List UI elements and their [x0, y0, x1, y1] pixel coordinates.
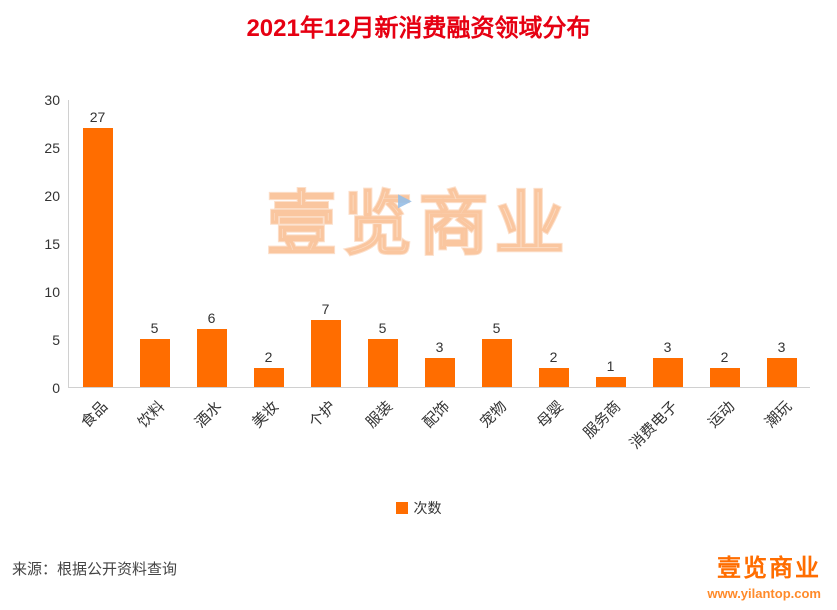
bar-slot: 3	[753, 339, 810, 387]
category-label: 饮料	[134, 398, 168, 432]
bar	[367, 339, 398, 387]
bar-value-label: 3	[435, 339, 444, 356]
bar	[82, 127, 113, 387]
y-axis: 0 5 10 15 20 25 30	[32, 92, 68, 396]
brand-block: 壹览商业 www.yilantop.com	[707, 548, 821, 601]
page-title: 2021年12月新消费融资领域分布	[246, 15, 591, 42]
y-tick-label: 5	[52, 332, 60, 348]
bar-value-label: 5	[492, 320, 501, 336]
bar-slot: 5	[468, 320, 525, 387]
bar-slot: 1	[582, 358, 639, 387]
bar-slot: 2	[240, 349, 297, 387]
y-tick-label: 25	[44, 140, 60, 156]
category-cell: 服装	[353, 388, 410, 470]
bar-slot: 5	[126, 320, 183, 387]
category-cell: 宠物	[468, 388, 525, 470]
plot-row: 0 5 10 15 20 25 30 27 5 6 2 7 5 3 5 2 1 3 2 3	[32, 92, 810, 396]
category-cell: 消费电子	[627, 388, 696, 470]
y-tick-label: 15	[44, 236, 60, 252]
bar-value-label: 7	[321, 300, 330, 317]
category-label: 服装	[362, 398, 397, 432]
bar	[481, 339, 512, 387]
category-label: 食品	[77, 398, 111, 432]
bar-value-label: 5	[378, 320, 387, 336]
category-cell: 美妆	[239, 388, 296, 470]
category-label: 潮玩	[762, 398, 796, 432]
category-cell: 运动	[696, 388, 753, 470]
category-cell: 潮玩	[753, 388, 810, 470]
y-tick-label: 10	[44, 284, 60, 300]
bar-slot: 2	[525, 349, 582, 387]
bar-slot: 6	[183, 310, 240, 387]
bar-value-label: 2	[264, 348, 273, 365]
bar-value-label: 2	[549, 348, 558, 365]
bar	[196, 329, 227, 387]
y-tick-label: 30	[44, 92, 60, 108]
bar	[595, 377, 626, 387]
bar	[424, 358, 455, 387]
bar	[139, 339, 170, 387]
bar-value-label: 3	[663, 339, 672, 356]
brand-url: www.yilantop.com	[707, 586, 821, 601]
bar	[253, 367, 284, 387]
category-label: 配饰	[419, 398, 454, 432]
category-labels: 食品 饮料 酒水 美妆 个护 服装 配饰 宠物 母婴 服务商 消费电子 运动 潮玩	[68, 388, 810, 470]
bar-value-label: 27	[89, 108, 106, 125]
brand-logo: 壹览商业	[717, 555, 821, 582]
bar-slot: 3	[411, 339, 468, 387]
category-cell: 配饰	[410, 388, 467, 470]
category-label: 宠物	[476, 398, 511, 432]
category-cell: 母婴	[525, 388, 582, 470]
y-tick-label: 20	[44, 188, 60, 204]
category-label: 服务商	[580, 398, 625, 442]
source-note: 来源：根据公开资料查询	[12, 561, 178, 578]
bar	[766, 358, 797, 387]
category-cell: 饮料	[125, 388, 182, 470]
category-label: 母婴	[534, 398, 568, 432]
bar-slot: 27	[69, 109, 126, 387]
category-cell: 服务商	[581, 388, 639, 470]
bar-value-label: 1	[606, 358, 615, 375]
bar	[652, 358, 683, 387]
bar	[709, 367, 740, 387]
legend-swatch-icon	[395, 502, 408, 514]
bar-slot: 3	[639, 339, 696, 387]
bar-value-label: 2	[720, 348, 729, 365]
bar-slot: 5	[354, 320, 411, 387]
bar-slot: 7	[297, 301, 354, 387]
category-cell: 个护	[296, 388, 353, 470]
bar-chart: 0 5 10 15 20 25 30 27 5 6 2 7 5 3 5 2 1 3 2 3 食品 饮料 酒水 美妆 个护 服装…	[32, 92, 810, 470]
category-cell: 酒水	[182, 388, 239, 470]
bar-slot: 2	[696, 349, 753, 387]
category-label: 酒水	[191, 398, 225, 432]
legend-label: 次数	[413, 500, 442, 516]
bar-value-label: 6	[207, 310, 216, 327]
bar-value-label: 3	[777, 339, 786, 356]
category-label: 个护	[305, 398, 340, 432]
bar	[538, 367, 569, 387]
category-label: 运动	[705, 398, 739, 432]
y-tick-label: 0	[52, 380, 60, 396]
bar-value-label: 5	[150, 320, 159, 336]
category-cell: 食品	[68, 388, 125, 470]
bar	[310, 319, 341, 387]
legend: 次数	[0, 498, 837, 518]
plot-area: 27 5 6 2 7 5 3 5 2 1 3 2 3	[68, 100, 810, 388]
category-label: 美妆	[248, 398, 282, 432]
